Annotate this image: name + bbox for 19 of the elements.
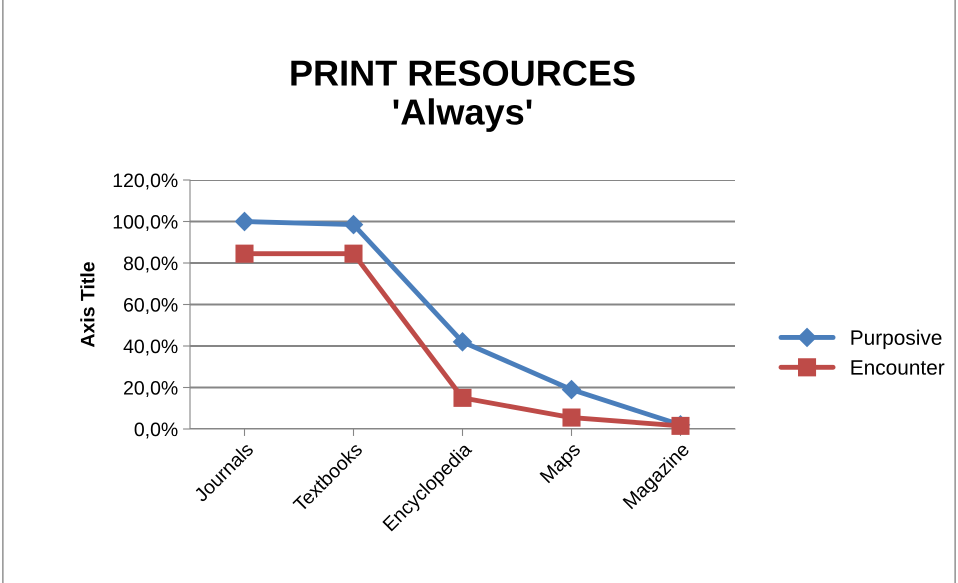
point bbox=[453, 388, 472, 407]
point bbox=[234, 212, 254, 232]
point bbox=[235, 244, 254, 263]
y-tick-label: 100,0% bbox=[114, 214, 178, 232]
y-tick-label: 40,0% bbox=[124, 339, 178, 356]
chart-title: PRINT RESOURCES 'Always' bbox=[291, 60, 635, 132]
y-tick-label: 20,0% bbox=[124, 380, 178, 398]
legend-label: Encounter bbox=[851, 360, 944, 375]
y-tick-label: 60,0% bbox=[124, 298, 178, 314]
y-axis-title: Axis Title bbox=[80, 262, 95, 348]
point bbox=[562, 408, 581, 427]
point bbox=[344, 244, 363, 263]
legend-label: Purposive bbox=[851, 330, 942, 350]
y-tick-label: 80,0% bbox=[124, 256, 178, 273]
point bbox=[344, 215, 364, 234]
y-tick-label: 0,0% bbox=[134, 422, 178, 439]
point bbox=[452, 332, 472, 352]
point bbox=[562, 380, 582, 400]
y-tick-label: 120,0% bbox=[114, 173, 178, 190]
